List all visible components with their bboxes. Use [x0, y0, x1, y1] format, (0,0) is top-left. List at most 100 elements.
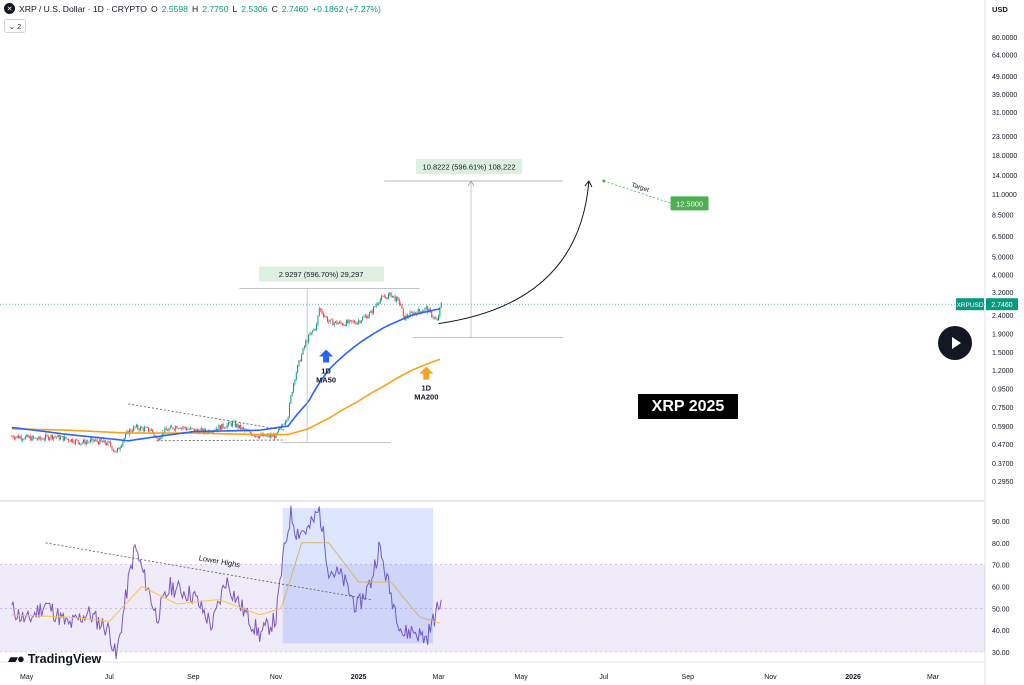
candle-body [310, 331, 312, 335]
candle-body [255, 435, 257, 437]
candle-body [125, 433, 127, 439]
price-tick-label: 18.0000 [992, 153, 1017, 160]
candle-body [309, 334, 311, 336]
candle-body [76, 439, 78, 441]
symbol-title[interactable]: XRP / U.S. Dollar · 1D · CRYPTO [19, 3, 147, 14]
candle-body [102, 441, 104, 443]
candle-body [339, 321, 341, 324]
candle-body [119, 447, 121, 450]
candle-body [66, 438, 68, 440]
candle-body [364, 315, 366, 317]
indicators-toggle-button[interactable]: ⌄ 2 [4, 19, 26, 33]
candle-body [111, 446, 113, 450]
candle-body [149, 430, 151, 432]
candle-body [177, 428, 179, 429]
ma50-label: MA50 [316, 376, 336, 385]
measure1-label-bg [259, 266, 385, 282]
candle-body [42, 438, 44, 440]
candle-body [349, 320, 351, 321]
time-tick-label: Nov [764, 674, 777, 681]
candle-body [95, 439, 97, 441]
candle-body [438, 316, 440, 321]
candle-body [400, 304, 402, 305]
target-tag-value: 12.5000 [676, 199, 703, 208]
rsi-tick-label: 80.00 [992, 541, 1010, 548]
candle-body [259, 436, 261, 438]
candle-body [340, 321, 342, 324]
candle-body [424, 308, 426, 311]
candle-body [356, 322, 358, 325]
rsi-tick-label: 70.00 [992, 563, 1010, 570]
grid [0, 0, 986, 685]
rsi-tick-label: 40.00 [992, 628, 1010, 635]
candle-body [435, 317, 437, 320]
candle-body [87, 441, 89, 443]
candle-body [24, 436, 26, 440]
high-label: H [191, 3, 199, 14]
candle-body [38, 436, 40, 440]
chevron-down-icon: ⌄ [8, 21, 16, 31]
time-tick-label: 2025 [351, 674, 367, 681]
candle-body [57, 434, 59, 438]
time-tick-label: 2026 [845, 674, 861, 681]
candle-body [138, 428, 140, 431]
candle-body [345, 320, 347, 326]
candle-body [241, 427, 243, 430]
measure2-label: 10.8222 (596.61%) 108,222 [423, 162, 516, 171]
candle-body [41, 438, 43, 440]
candle-body [180, 427, 182, 429]
candle-body [417, 309, 419, 315]
candle-body [287, 416, 289, 420]
price-tick-label: 1.9000 [992, 331, 1014, 338]
candle-body [313, 328, 315, 331]
candle-body [211, 432, 213, 433]
candle-body [320, 308, 322, 310]
candle-body [49, 438, 51, 440]
candle-body [425, 306, 427, 309]
candle-body [237, 424, 239, 429]
candle-body [169, 426, 171, 429]
time-tick-label: Jul [599, 674, 608, 681]
candle-body [410, 312, 412, 313]
candle-body [294, 379, 296, 384]
candle-body [218, 425, 220, 430]
candle-body [65, 436, 67, 439]
candle-body [164, 428, 166, 434]
candle-body [355, 322, 357, 325]
candle-body [234, 421, 236, 427]
candle-body [19, 436, 21, 439]
candle-body [100, 439, 102, 442]
measure2-label-bg [416, 158, 523, 174]
candle-body [115, 451, 117, 453]
candle-body [72, 439, 74, 443]
candle-body [377, 303, 379, 305]
candle-body [20, 436, 22, 440]
tradingview-logo[interactable]: ▰● TradingView [8, 651, 101, 667]
price-tick-label: 49.0000 [992, 74, 1017, 81]
candle-body [195, 429, 197, 432]
candle-body [142, 427, 144, 431]
candle-body [88, 441, 90, 443]
ma50-line [11, 308, 441, 442]
candle-body [242, 427, 244, 429]
candle-body [347, 320, 349, 324]
candle-body [391, 295, 393, 298]
candle-body [265, 435, 267, 437]
play-button[interactable] [938, 326, 972, 360]
candle-body [230, 423, 232, 426]
ma200-label: 1D [422, 384, 432, 393]
candle-body [137, 425, 139, 429]
candle-body [110, 442, 112, 447]
ma50-arrow-icon [319, 349, 334, 363]
target-label: Target [630, 182, 650, 194]
price-tick-label: 3.2000 [992, 290, 1014, 297]
target-tag-bg [670, 196, 709, 211]
candle-body [32, 436, 34, 438]
rsi-tick-label: 50.00 [992, 606, 1010, 613]
candle-body [60, 436, 62, 440]
ma200-label: MA200 [414, 393, 438, 402]
candle-body [279, 427, 281, 430]
candle-body [192, 428, 194, 430]
